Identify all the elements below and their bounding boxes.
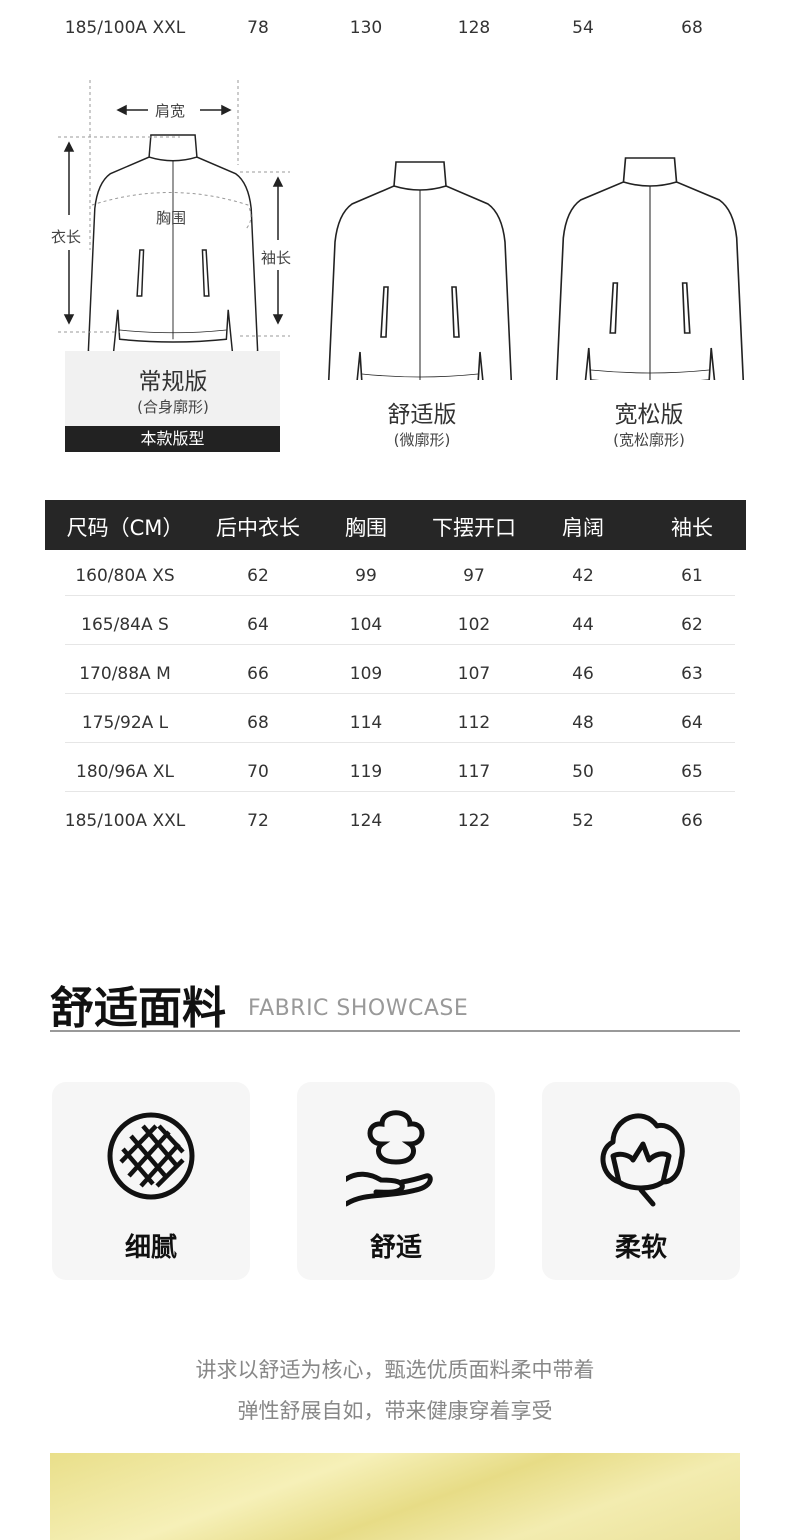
- table-cell: 109: [349, 664, 383, 684]
- cotton-flower-icon: [600, 1113, 685, 1207]
- dimension-lines: [58, 80, 290, 337]
- table-cell: 61: [681, 566, 703, 586]
- fit-subtitle: (合身廓形): [137, 398, 209, 416]
- table-cell: 44: [572, 615, 594, 635]
- table-cell: 107: [457, 664, 491, 684]
- table-cell: 50: [572, 762, 594, 782]
- table-cell: 99: [355, 566, 377, 586]
- cotton-hand-icon: [346, 1110, 433, 1207]
- dimension-arrows: [63, 104, 284, 325]
- table-row: 185/100A XXL 72 124 122 52 66: [45, 811, 745, 831]
- table-row: 175/92A L 68 114 112 48 64: [45, 713, 745, 733]
- feature-label: 细腻: [124, 1233, 177, 1263]
- header-cell: 肩阔: [562, 516, 604, 540]
- section-divider: [50, 1030, 740, 1032]
- table-cell: 63: [681, 664, 703, 684]
- header-cell: 袖长: [671, 516, 713, 540]
- table-cell: 112: [457, 713, 491, 733]
- section-subtitle: FABRIC SHOWCASE: [248, 996, 469, 1021]
- cell: 130: [349, 18, 383, 38]
- table-cell: 64: [247, 615, 269, 635]
- sleeve-label: 袖长: [261, 247, 292, 268]
- size-table-header: 尺码（CM） 后中衣长 胸围 下摆开口 肩阔 袖长: [45, 500, 746, 550]
- mesh-circle-icon: [107, 1112, 195, 1200]
- table-row: 160/80A XS 62 99 97 42 61: [45, 566, 745, 586]
- description-line: 弹性舒展自如，带来健康穿着享受: [237, 1399, 553, 1423]
- row-divider: [65, 644, 735, 645]
- table-cell: 66: [247, 664, 269, 684]
- table-cell: 160/80A XS: [75, 566, 175, 586]
- cell: 68: [681, 18, 703, 38]
- table-cell: 119: [349, 762, 383, 782]
- fit-diagram: [58, 80, 745, 380]
- section-title: 舒适面料: [50, 983, 226, 1034]
- table-cell: 124: [349, 811, 383, 831]
- table-cell: 68: [247, 713, 269, 733]
- header-cell: 尺码（CM）: [66, 516, 184, 540]
- row-divider: [65, 791, 735, 792]
- fit-title: 宽松版: [614, 402, 684, 428]
- cell: 54: [572, 18, 594, 38]
- table-cell: 104: [349, 615, 383, 635]
- table-cell: 70: [247, 762, 269, 782]
- header-cell: 胸围: [345, 516, 387, 540]
- table-cell: 64: [681, 713, 703, 733]
- cell: 78: [247, 18, 269, 38]
- jacket-regular-icon: [87, 134, 259, 357]
- shoulder-label: 肩宽: [155, 100, 186, 121]
- table-cell: 62: [681, 615, 703, 635]
- table-cell: 52: [572, 811, 594, 831]
- table-cell: 72: [247, 811, 269, 831]
- prev-table-row: 185/100A XXL 78 130 128 54 68: [45, 18, 745, 38]
- table-cell: 117: [457, 762, 491, 782]
- feature-card: 柔软: [542, 1082, 740, 1280]
- header-cell: 后中衣长: [216, 516, 300, 540]
- feature-card: 细腻: [52, 1082, 250, 1280]
- table-cell: 165/84A S: [81, 615, 169, 635]
- table-cell: 42: [572, 566, 594, 586]
- table-cell: 102: [457, 615, 491, 635]
- current-fit-badge: 本款版型: [65, 426, 280, 452]
- table-cell: 170/88A M: [79, 664, 171, 684]
- feature-label: 柔软: [614, 1233, 667, 1263]
- table-cell: 97: [463, 566, 485, 586]
- jacket-loose-icon: [555, 157, 745, 380]
- row-divider: [65, 595, 735, 596]
- table-cell: 180/96A XL: [76, 762, 174, 782]
- fit-subtitle: (宽松廓形): [613, 431, 685, 449]
- length-label: 衣长: [51, 226, 82, 247]
- row-divider: [65, 693, 735, 694]
- feature-card: 舒适: [297, 1082, 495, 1280]
- fit-title: 常规版: [138, 369, 208, 395]
- fit-subtitle: (微廓形): [393, 431, 451, 449]
- regular-fit-box: [65, 351, 280, 426]
- chest-label: 胸围: [156, 209, 187, 227]
- table-row: 170/88A M 66 109 107 46 63: [45, 664, 745, 684]
- jacket-comfort-icon: [327, 161, 513, 380]
- fabric-swatch-image: [50, 1453, 740, 1540]
- description-line: 讲求以舒适为核心，甄选优质面料柔中带着: [195, 1358, 595, 1382]
- table-row: 165/84A S 64 104 102 44 62: [45, 615, 745, 635]
- table-cell: 48: [572, 713, 594, 733]
- table-cell: 62: [247, 566, 269, 586]
- table-cell: 114: [349, 713, 383, 733]
- table-cell: 185/100A XXL: [64, 811, 186, 831]
- fit-title: 舒适版: [387, 402, 457, 428]
- table-cell: 46: [572, 664, 594, 684]
- header-cell: 下摆开口: [432, 516, 516, 540]
- table-row: 180/96A XL 70 119 117 50 65: [45, 762, 745, 782]
- row-divider: [65, 742, 735, 743]
- table-cell: 122: [457, 811, 491, 831]
- table-cell: 66: [681, 811, 703, 831]
- feature-label: 舒适: [369, 1233, 422, 1263]
- table-cell: 175/92A L: [81, 713, 169, 733]
- fabric-description: 讲求以舒适为核心，甄选优质面料柔中带着 弹性舒展自如，带来健康穿着享受: [0, 1350, 790, 1432]
- table-cell: 65: [681, 762, 703, 782]
- cell: 185/100A XXL: [64, 18, 186, 38]
- cell: 128: [457, 18, 491, 38]
